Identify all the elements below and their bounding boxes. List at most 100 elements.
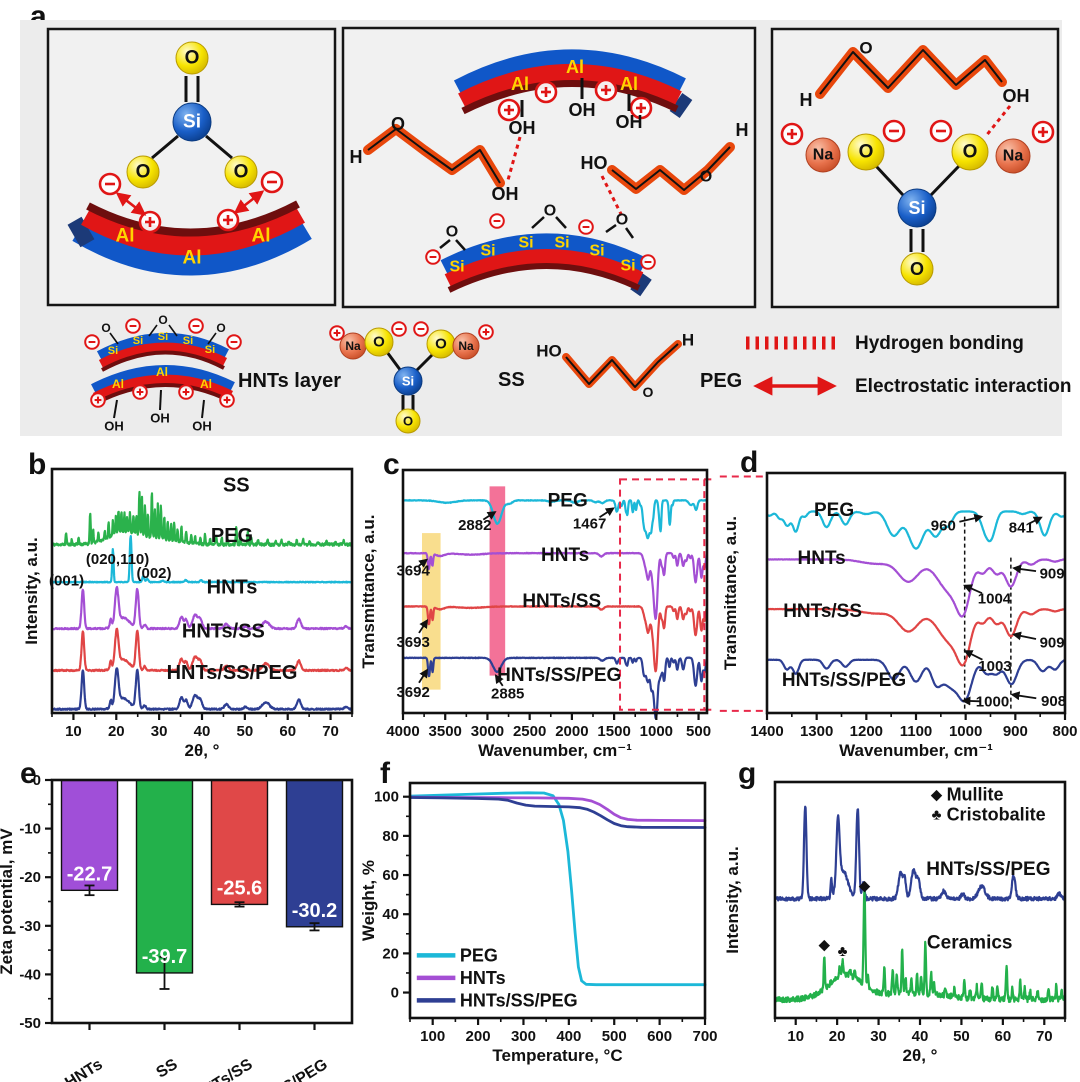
ftir-full-chart: PEG HNTs HNTs/SS HNTs/SS/PEG 2882 1467 3694 369… bbox=[359, 468, 715, 760]
svg-text:Si: Si bbox=[589, 243, 604, 260]
y-axis-title: Intensity, a.u. bbox=[22, 537, 41, 644]
ss-peg-interaction: H O OH Na O O Na Si O bbox=[780, 39, 1055, 286]
svg-text:Al: Al bbox=[183, 248, 202, 269]
minus-charge-icon bbox=[882, 119, 906, 143]
legend-label: HNTs bbox=[460, 968, 506, 988]
svg-text:Na: Na bbox=[813, 147, 834, 164]
oxygen-atom bbox=[364, 327, 394, 357]
x-tick-label: 1300 bbox=[800, 723, 833, 740]
series-HNTs/SS/PEG bbox=[408, 796, 707, 829]
svg-text:H: H bbox=[736, 120, 749, 140]
x-tick-label: 3500 bbox=[429, 723, 462, 740]
annotation: 960 bbox=[931, 517, 956, 534]
sodium-atom bbox=[805, 137, 841, 173]
y-tick-label: 0 bbox=[33, 772, 41, 789]
svg-text:HO: HO bbox=[581, 153, 608, 173]
plot-frame bbox=[401, 468, 709, 715]
x-tick-label: 3000 bbox=[471, 723, 504, 740]
silicon-atom bbox=[172, 102, 212, 142]
plus-charge-icon bbox=[497, 98, 521, 122]
plus-charge-icon bbox=[780, 122, 804, 146]
plus-charge-icon bbox=[178, 384, 194, 400]
annotation-arrow bbox=[963, 650, 983, 661]
bar-value-label: -30.2 bbox=[292, 900, 338, 922]
hydrogen-bond-icon bbox=[984, 105, 1012, 137]
svg-text:Al: Al bbox=[511, 74, 529, 94]
series-label: HNTs/SS bbox=[522, 591, 601, 612]
annotation: (020,110) bbox=[86, 551, 149, 568]
annotation-arrow bbox=[418, 618, 429, 634]
series-label: HNTs bbox=[207, 577, 258, 599]
x-tick-label: 300 bbox=[511, 1028, 536, 1045]
plus-charge-icon bbox=[594, 78, 618, 102]
hnt-outer-layer: Al Al Al bbox=[67, 170, 312, 276]
bar-value-label: -39.7 bbox=[142, 946, 188, 968]
x-tick-label: 40 bbox=[194, 723, 211, 740]
svg-text:Al: Al bbox=[200, 377, 212, 391]
x-tick-label: 60 bbox=[279, 723, 296, 740]
svg-text:Al: Al bbox=[156, 365, 168, 379]
y-axis-title: Transmittance, a.u. bbox=[721, 516, 740, 670]
svg-text:Si: Si bbox=[554, 235, 569, 252]
series-label: HNTs/SS/PEG bbox=[926, 859, 1050, 880]
annotation-arrow bbox=[418, 558, 429, 568]
y-tick-label: 80 bbox=[382, 828, 399, 845]
legend-hnts-layer: Si Si Si Si Si O O O Al Al Al bbox=[84, 313, 341, 434]
sodium-atom bbox=[452, 332, 480, 360]
panel-label-e: e bbox=[20, 757, 37, 790]
annotation-arrow bbox=[961, 696, 981, 706]
svg-text:O: O bbox=[859, 142, 874, 163]
x-tick-label: 20 bbox=[108, 723, 125, 740]
annotation: (001) bbox=[49, 573, 84, 590]
legend-label: PEG bbox=[460, 945, 498, 965]
panel-label-f: f bbox=[380, 757, 390, 790]
minus-charge-icon bbox=[84, 334, 100, 350]
annotation: 1003 bbox=[978, 658, 1011, 675]
phase-marker-icon: ◆ bbox=[819, 937, 831, 954]
svg-text:O: O bbox=[391, 114, 405, 134]
annotation: 1467 bbox=[573, 516, 606, 533]
legend-peg: HO H O PEG bbox=[536, 331, 742, 401]
minus-charge-icon bbox=[98, 172, 122, 196]
series-label: HNTs/SS/PEG bbox=[782, 670, 906, 691]
series-HNTs bbox=[408, 795, 707, 822]
plus-charge-icon bbox=[138, 210, 162, 234]
series-HNTs/SS bbox=[766, 607, 1066, 667]
annotation: 3693 bbox=[396, 634, 429, 651]
x-tick-label: 600 bbox=[647, 1028, 672, 1045]
x-tick-label: 70 bbox=[322, 723, 339, 740]
x-tick-label: 10 bbox=[65, 723, 82, 740]
legend-label-electrostatic: Electrostatic interaction bbox=[855, 376, 1071, 397]
series-label: HNTs/SS/PEG bbox=[497, 665, 621, 686]
svg-text:Al: Al bbox=[252, 226, 271, 247]
series-HNTs bbox=[766, 558, 1066, 618]
annotation: (002) bbox=[136, 565, 171, 582]
electrostatic-arrow-icon bbox=[115, 192, 147, 216]
svg-text:H: H bbox=[800, 90, 813, 110]
annotation: 2882 bbox=[458, 517, 491, 534]
series-HNTs/SS/PEG bbox=[766, 658, 1066, 703]
minus-charge-icon bbox=[578, 219, 594, 235]
category-label: HNTs bbox=[62, 1056, 106, 1082]
svg-text:O: O bbox=[435, 336, 447, 353]
series-label: SS bbox=[223, 474, 250, 496]
minus-charge-icon bbox=[188, 318, 204, 334]
svg-text:O: O bbox=[446, 224, 458, 241]
svg-text:Al: Al bbox=[620, 74, 638, 94]
x-tick-label: 4000 bbox=[386, 723, 419, 740]
svg-text:OH: OH bbox=[150, 411, 170, 426]
svg-text:Na: Na bbox=[1003, 148, 1024, 165]
annotation: 841 bbox=[1009, 520, 1034, 537]
silicate-molecule: O Si O O bbox=[126, 41, 258, 189]
plus-charge-icon bbox=[1031, 120, 1055, 144]
minus-charge-icon bbox=[125, 318, 141, 334]
minus-charge-icon bbox=[929, 119, 953, 143]
legend-label-ss: SS bbox=[498, 369, 525, 391]
svg-text:HO: HO bbox=[536, 342, 562, 361]
x-tick-label: 50 bbox=[237, 723, 254, 740]
plus-charge-icon bbox=[219, 392, 235, 408]
y-axis-title: Transmittance, a.u. bbox=[359, 515, 378, 669]
x-tick-label: 500 bbox=[686, 723, 711, 740]
svg-text:Al: Al bbox=[116, 226, 135, 247]
y-axis-title: Zeta potential, mV bbox=[0, 828, 16, 975]
